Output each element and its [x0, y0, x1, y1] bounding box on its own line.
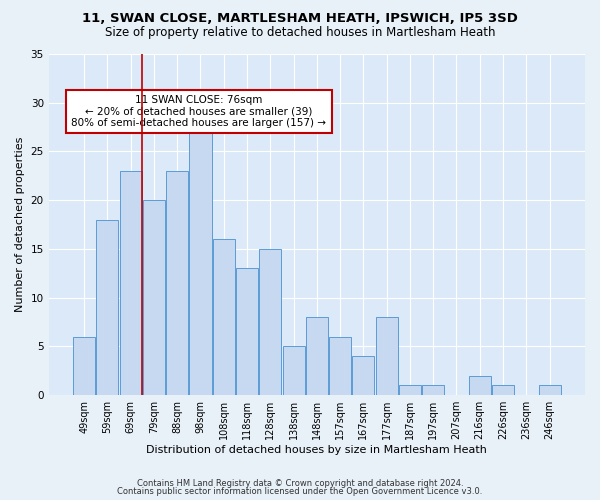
- Text: Contains HM Land Registry data © Crown copyright and database right 2024.: Contains HM Land Registry data © Crown c…: [137, 478, 463, 488]
- Bar: [143, 200, 165, 395]
- Bar: [283, 346, 305, 395]
- Y-axis label: Number of detached properties: Number of detached properties: [15, 137, 25, 312]
- Bar: [399, 386, 421, 395]
- Text: Size of property relative to detached houses in Martlesham Heath: Size of property relative to detached ho…: [105, 26, 495, 39]
- Bar: [539, 386, 560, 395]
- Text: 11, SWAN CLOSE, MARTLESHAM HEATH, IPSWICH, IP5 3SD: 11, SWAN CLOSE, MARTLESHAM HEATH, IPSWIC…: [82, 12, 518, 26]
- Bar: [329, 336, 351, 395]
- Bar: [236, 268, 258, 395]
- Bar: [119, 171, 142, 395]
- Bar: [190, 122, 212, 395]
- Bar: [376, 317, 398, 395]
- Bar: [166, 171, 188, 395]
- Bar: [492, 386, 514, 395]
- Bar: [306, 317, 328, 395]
- Bar: [422, 386, 444, 395]
- Bar: [73, 336, 95, 395]
- Text: 11 SWAN CLOSE: 76sqm
← 20% of detached houses are smaller (39)
80% of semi-detac: 11 SWAN CLOSE: 76sqm ← 20% of detached h…: [71, 95, 326, 128]
- Bar: [212, 239, 235, 395]
- X-axis label: Distribution of detached houses by size in Martlesham Heath: Distribution of detached houses by size …: [146, 445, 487, 455]
- Bar: [352, 356, 374, 395]
- Bar: [259, 249, 281, 395]
- Text: Contains public sector information licensed under the Open Government Licence v3: Contains public sector information licen…: [118, 487, 482, 496]
- Bar: [97, 220, 118, 395]
- Bar: [469, 376, 491, 395]
